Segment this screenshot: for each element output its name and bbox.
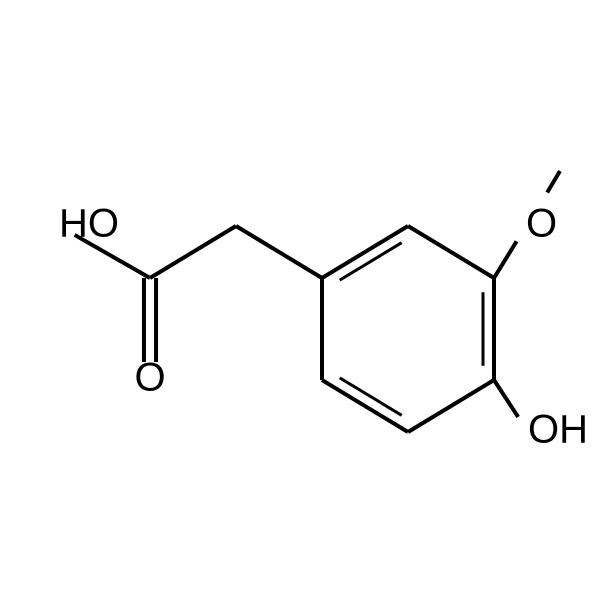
bond — [408, 380, 494, 432]
bond — [494, 241, 517, 278]
atom-label: HO — [59, 202, 119, 246]
chemical-structure-diagram: HO O O OH — [0, 0, 600, 600]
atom-label: O — [526, 202, 557, 246]
bond — [408, 226, 494, 278]
bond — [322, 226, 408, 278]
atom-label: OH — [528, 408, 588, 452]
bond — [547, 171, 560, 193]
atom-label: O — [134, 356, 165, 400]
bond — [150, 226, 236, 278]
bond — [236, 226, 322, 278]
bond — [494, 380, 518, 417]
bond — [322, 380, 408, 432]
